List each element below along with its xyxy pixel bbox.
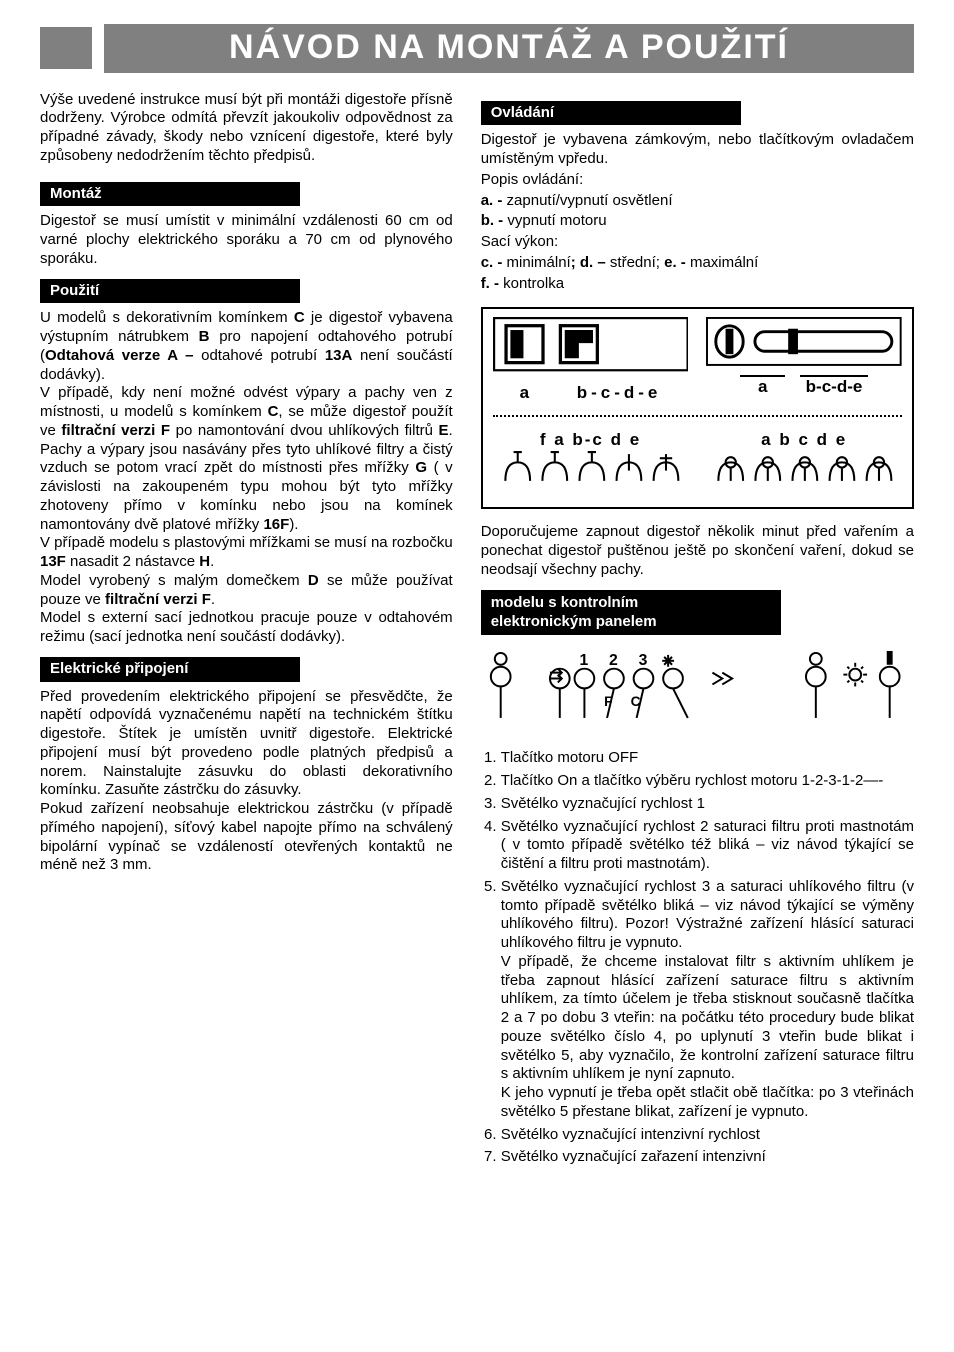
t: 13A: [325, 347, 353, 364]
t: b-c-d-e: [577, 383, 662, 402]
right-column: Ovládání Digestoř je vybavena zámkovým, …: [481, 91, 914, 1168]
t: odtahové potrubí: [201, 347, 325, 364]
section-header-montaz: Montáž: [40, 182, 300, 207]
pushbutton-left-icon: [493, 450, 689, 491]
t: V případě modelu s plastovými mřížkami s…: [40, 534, 453, 551]
t: B: [199, 328, 210, 345]
caption-bottom-left: f a b-c d e: [493, 429, 689, 450]
t: c. -: [481, 254, 503, 271]
pouziti-p4: Model vyrobený s malým domečkem D se můž…: [40, 572, 453, 610]
control-diagram-box: a b-c-d-e a b-c-d-e: [481, 307, 914, 509]
list-item: Tlačítko On a tlačítko výběru rychlost m…: [501, 772, 914, 791]
section-header-pouziti: Použití: [40, 279, 300, 304]
caption-bottom-right: a b c d e: [706, 429, 902, 450]
t: a. -: [481, 192, 503, 209]
ovladani-intro: Digestoř je vybavena zámkovým, nebo tlač…: [481, 131, 914, 169]
t: .: [211, 591, 215, 608]
svg-text:3: 3: [638, 651, 647, 668]
caption-top-right: a b-c-d-e: [706, 376, 902, 397]
slider-right-icon: [706, 317, 902, 366]
svg-text:2: 2: [609, 651, 618, 668]
t: H: [199, 553, 210, 570]
t: minimální: [502, 254, 570, 271]
t: .: [210, 553, 214, 570]
t: elektronickým panelem: [491, 613, 657, 630]
t: ; d. –: [571, 254, 606, 271]
t: f. -: [481, 275, 499, 292]
page-title-bar: NÁVOD NA MONTÁŽ A POUŽITÍ: [40, 24, 914, 73]
electronic-panel-icon: 1 2 3 F C: [481, 649, 914, 728]
t: C: [294, 309, 305, 326]
svg-text:1: 1: [579, 651, 588, 668]
elektricke-p1: Před provedením elektrického připojení s…: [40, 688, 453, 801]
t: nasadit 2 nástavce: [66, 553, 199, 570]
page-title: NÁVOD NA MONTÁŽ A POUŽITÍ: [104, 24, 914, 73]
elektricke-p2: Pokud zařízení neobsahuje elektrickou zá…: [40, 800, 453, 875]
t: vypnutí motoru: [503, 212, 606, 229]
pouziti-p5: Model s externí sací jednotkou pracuje p…: [40, 609, 453, 647]
ovl-b: b. - vypnutí motoru: [481, 212, 914, 231]
t: po namontování dvou uhlíkových filtrů: [170, 422, 438, 439]
pushbutton-right-icon: [706, 450, 902, 491]
t: střední;: [606, 254, 664, 271]
pouziti-p2: V případě, kdy není možné odvést výpary …: [40, 384, 453, 534]
rocker-left-icon: [493, 317, 689, 371]
list-item: Světélko vyznačující rychlost 3 a satura…: [501, 878, 914, 1122]
t: filtrační verzi F: [105, 591, 211, 608]
t: 13F: [40, 553, 66, 570]
diagram-bottom-right: a b c d e: [706, 425, 902, 497]
t: filtrační verzi F: [61, 422, 170, 439]
t: modelu s kontrolním: [491, 594, 639, 611]
diagram-bottom-row: f a b-c d e a b c d e: [493, 425, 902, 497]
section-header-elektricke: Elektrické připojení: [40, 657, 300, 682]
pouziti-p1: U modelů s dekorativním komínkem C je di…: [40, 309, 453, 384]
t: Model vyrobený s malým domečkem: [40, 572, 308, 589]
svg-text:C: C: [630, 694, 640, 709]
t: D: [308, 572, 319, 589]
list-item: Světélko vyznačující rychlost 2 saturaci…: [501, 818, 914, 874]
list-item: Světélko vyznačující intenzivní rychlost: [501, 1126, 914, 1145]
t: a: [520, 383, 533, 402]
caption-top-left: a b-c-d-e: [493, 382, 689, 403]
title-accent-block: [40, 27, 92, 69]
electronic-panel-diagram: 1 2 3 F C: [481, 649, 914, 734]
list-item: Světélko vyznačující rychlost 1: [501, 795, 914, 814]
t: 16F: [263, 516, 289, 533]
section-header-ovladani: Ovládání: [481, 101, 741, 126]
diagram-bottom-left: f a b-c d e: [493, 425, 689, 497]
t: U modelů s dekorativním komínkem: [40, 309, 294, 326]
ovl-saci: Sací výkon:: [481, 233, 914, 252]
t: ).: [289, 516, 298, 533]
t: G: [415, 459, 427, 476]
left-column: Výše uvedené instrukce musí být při mont…: [40, 91, 453, 1168]
ovladani-popis: Popis ovládání:: [481, 171, 914, 190]
diagram-top-left: a b-c-d-e: [493, 317, 689, 403]
t: e. -: [664, 254, 686, 271]
ovladani-tip: Doporučujeme zapnout digestoř několik mi…: [481, 523, 914, 579]
t: kontrolka: [499, 275, 564, 292]
section-header-electronic: modelu s kontrolním elektronickým panele…: [481, 590, 781, 635]
ovl-cde: c. - minimální; d. – střední; e. - maxim…: [481, 254, 914, 273]
t: b-c-d-e: [800, 375, 869, 396]
pouziti-p3: V případě modelu s plastovými mřížkami s…: [40, 534, 453, 572]
t: maximální: [686, 254, 759, 271]
diagram-top-right: a b-c-d-e: [706, 317, 902, 403]
t: Světélko vyznačující rychlost 3 a satura…: [501, 878, 914, 1120]
svg-text:F: F: [604, 694, 612, 709]
t: a: [740, 375, 785, 396]
t: zapnutí/vypnutí osvětlení: [502, 192, 672, 209]
electronic-num-list: Tlačítko motoru OFF Tlačítko On a tlačít…: [481, 749, 914, 1167]
ovl-f: f. - kontrolka: [481, 275, 914, 294]
content-columns: Výše uvedené instrukce musí být při mont…: [40, 91, 914, 1168]
t: Odtahová verze A –: [45, 347, 201, 364]
intro-paragraph: Výše uvedené instrukce musí být při mont…: [40, 91, 453, 166]
montaz-body: Digestoř se musí umístit v minimální vzd…: [40, 212, 453, 268]
t: C: [268, 403, 279, 420]
ovl-a: a. - zapnutí/vypnutí osvětlení: [481, 192, 914, 211]
t: E: [439, 422, 449, 439]
t: b. -: [481, 212, 504, 229]
list-item: Tlačítko motoru OFF: [501, 749, 914, 768]
diagram-top-row: a b-c-d-e a b-c-d-e: [493, 317, 902, 403]
list-item: Světélko vyznačující zařazení intenzivní: [501, 1148, 914, 1167]
